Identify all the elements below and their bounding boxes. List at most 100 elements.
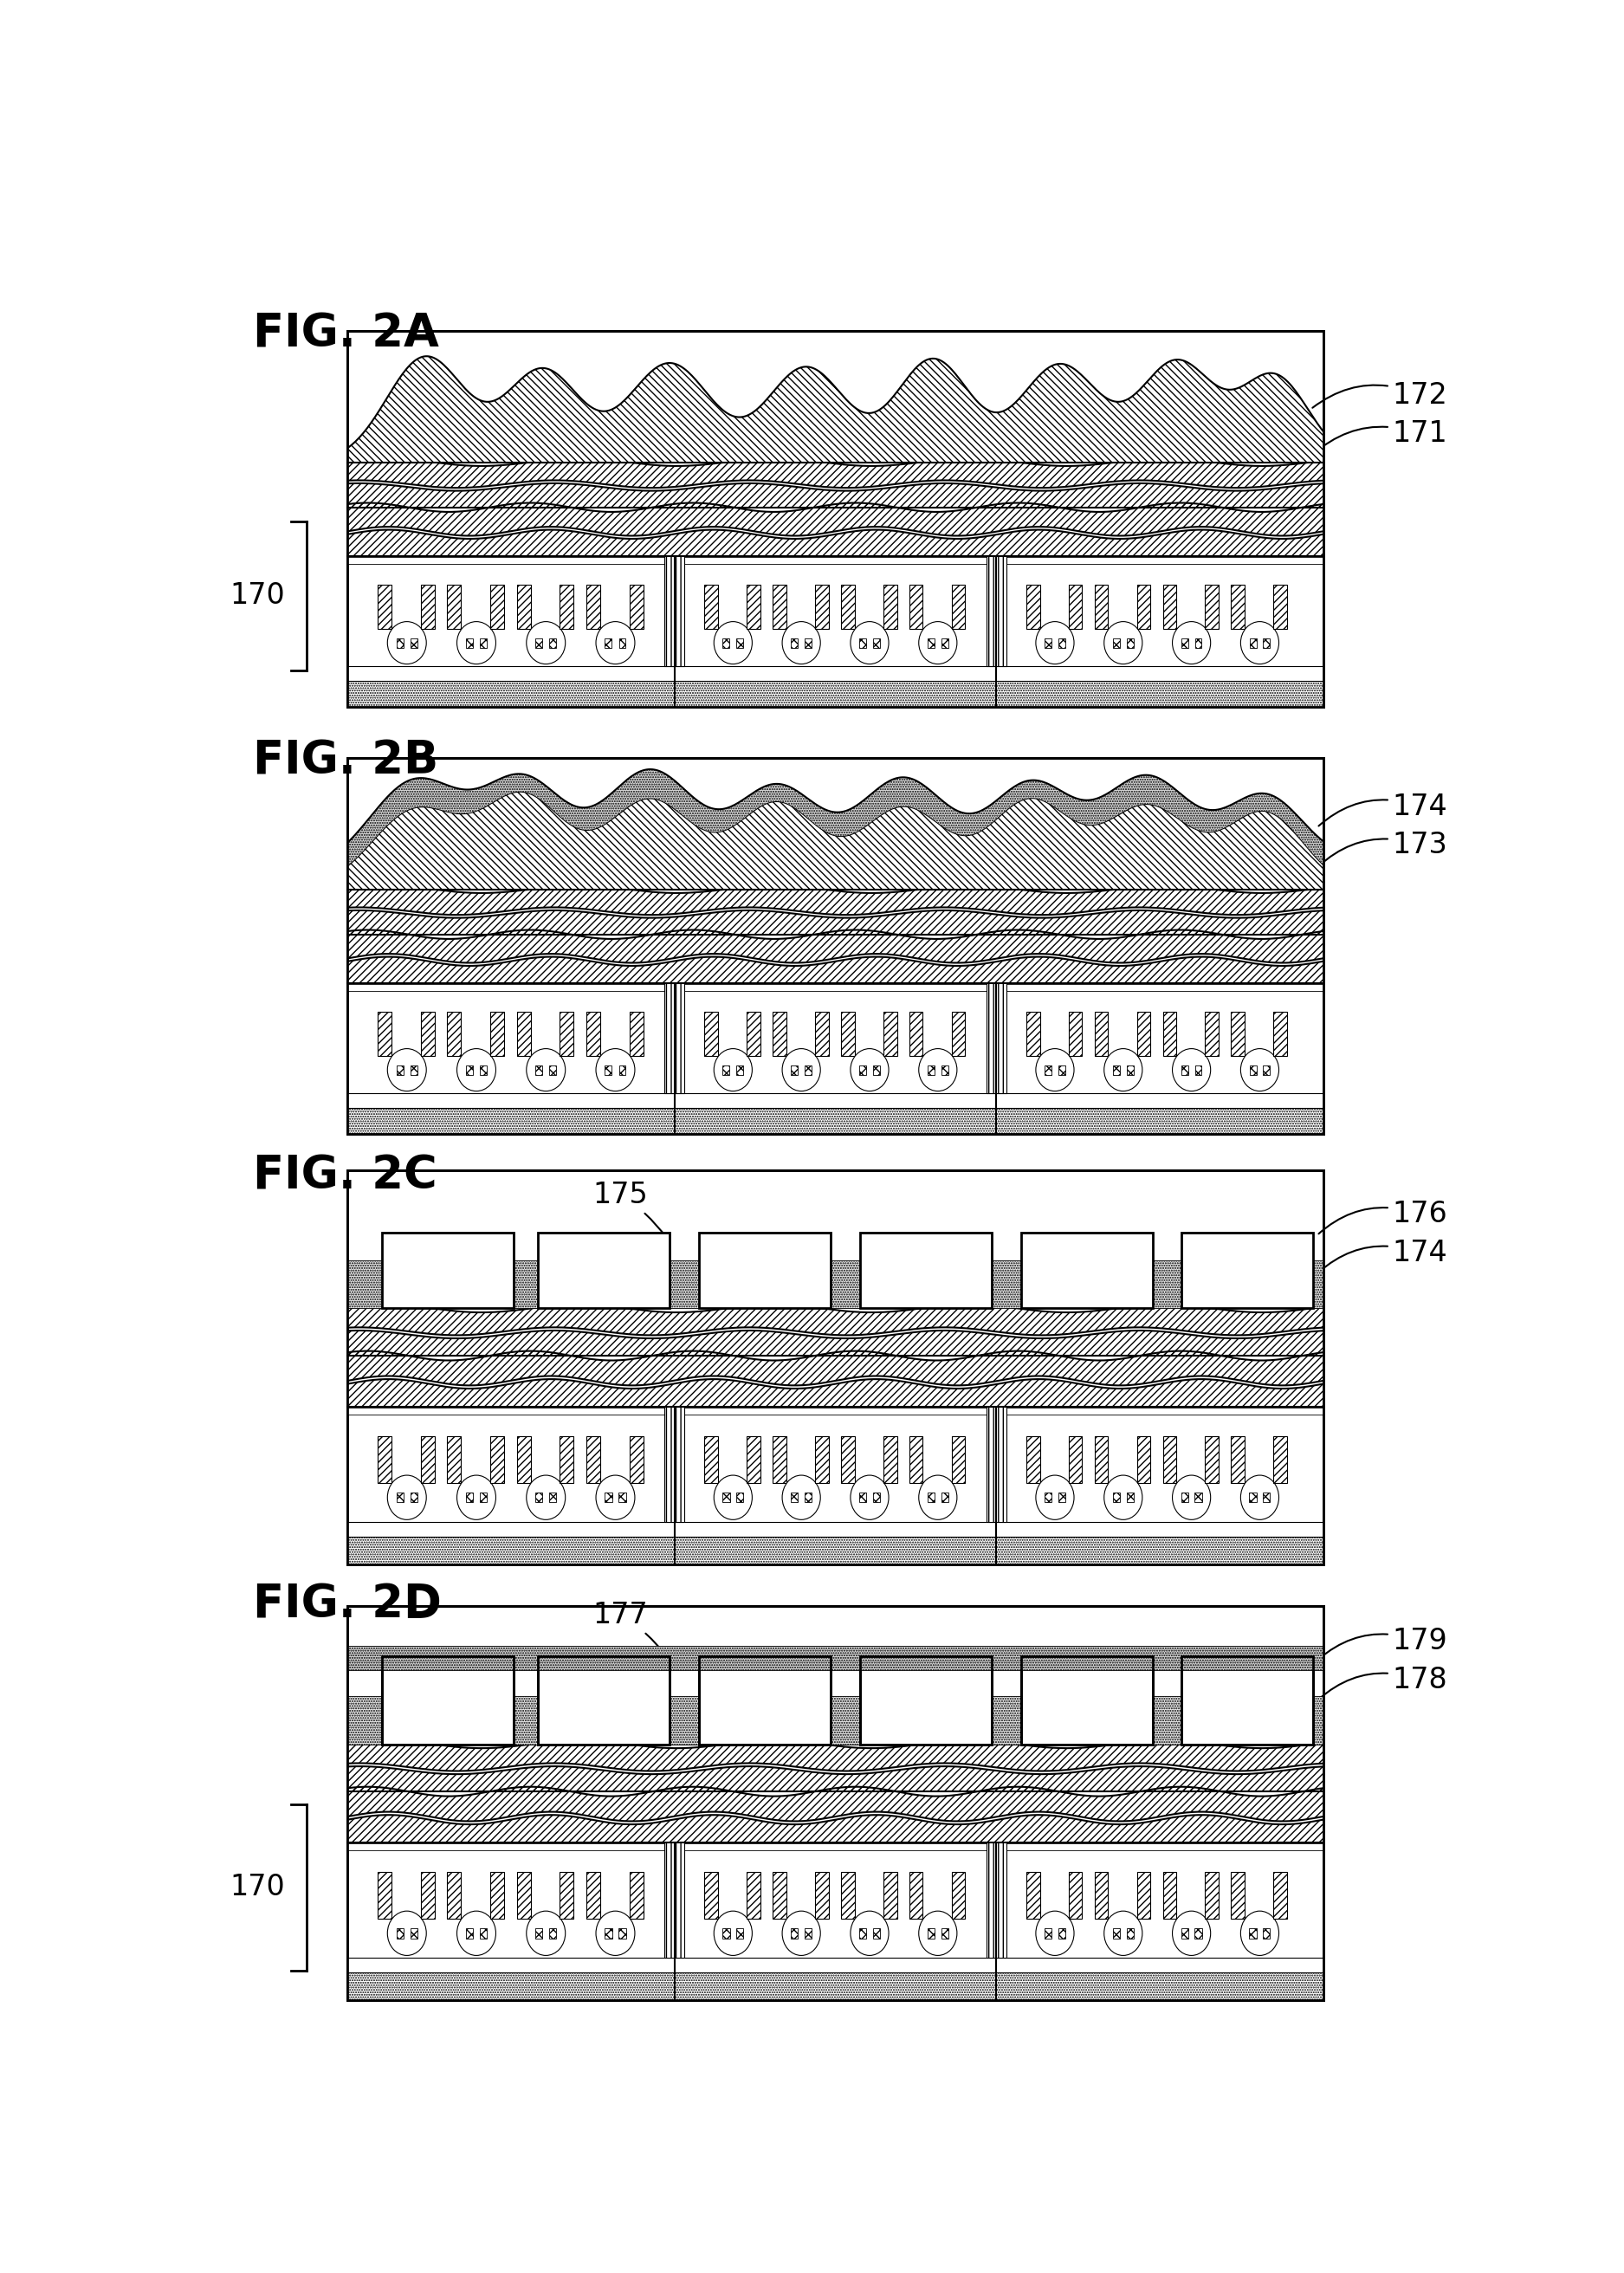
Bar: [1069, 584, 1082, 630]
Bar: [628, 1437, 643, 1482]
Ellipse shape: [1173, 1048, 1210, 1091]
Bar: [664, 1396, 684, 1523]
Bar: [348, 1171, 1324, 1564]
Bar: [421, 584, 435, 630]
Ellipse shape: [1104, 1475, 1142, 1521]
Bar: [952, 584, 965, 630]
Bar: [747, 1437, 760, 1482]
Bar: [619, 639, 625, 648]
Bar: [883, 1011, 896, 1057]
Bar: [348, 1259, 1324, 1309]
Bar: [1249, 1066, 1257, 1075]
Bar: [1263, 1066, 1270, 1075]
Bar: [791, 639, 797, 648]
Bar: [628, 584, 643, 630]
Bar: [490, 1437, 503, 1482]
Ellipse shape: [919, 1475, 957, 1521]
Bar: [1249, 639, 1257, 648]
Bar: [791, 1928, 797, 1939]
Text: 174: 174: [1319, 793, 1447, 825]
Ellipse shape: [1104, 1912, 1142, 1955]
Text: 172: 172: [1312, 382, 1447, 409]
Bar: [447, 1437, 461, 1482]
Bar: [841, 1437, 854, 1482]
Bar: [516, 1011, 531, 1057]
Bar: [1137, 1437, 1150, 1482]
Bar: [1182, 1657, 1314, 1743]
Bar: [927, 1493, 935, 1502]
Bar: [1181, 1493, 1189, 1502]
Bar: [883, 584, 896, 630]
Bar: [411, 1066, 417, 1075]
Bar: [806, 1066, 812, 1075]
Bar: [815, 1437, 828, 1482]
Text: 173: 173: [1319, 832, 1447, 866]
Bar: [1163, 1011, 1176, 1057]
Bar: [1263, 639, 1270, 648]
Bar: [664, 546, 684, 666]
Bar: [549, 1928, 557, 1939]
Bar: [698, 1232, 830, 1309]
Ellipse shape: [526, 1048, 565, 1091]
Bar: [348, 330, 1324, 707]
Bar: [736, 1928, 744, 1939]
Bar: [1273, 1011, 1288, 1057]
Bar: [859, 1493, 866, 1502]
Bar: [1182, 1232, 1314, 1309]
Bar: [490, 1011, 503, 1057]
Bar: [927, 639, 934, 648]
Ellipse shape: [526, 1912, 565, 1955]
Ellipse shape: [1173, 1912, 1210, 1955]
Bar: [619, 1066, 625, 1075]
Ellipse shape: [715, 1912, 752, 1955]
Bar: [378, 1437, 391, 1482]
Bar: [396, 1493, 403, 1502]
Bar: [1231, 1011, 1244, 1057]
Bar: [952, 1437, 965, 1482]
Bar: [604, 1493, 612, 1502]
Bar: [348, 1107, 1324, 1134]
Bar: [723, 1493, 729, 1502]
Ellipse shape: [1036, 1912, 1073, 1955]
Bar: [411, 1928, 417, 1939]
Bar: [705, 1011, 718, 1057]
Ellipse shape: [388, 1912, 427, 1955]
Ellipse shape: [851, 1912, 888, 1955]
Bar: [1249, 1928, 1257, 1939]
Bar: [859, 1668, 992, 1743]
Bar: [909, 1873, 922, 1918]
Bar: [942, 1066, 948, 1075]
Ellipse shape: [1241, 1912, 1278, 1955]
Bar: [942, 639, 948, 648]
Bar: [698, 1668, 830, 1743]
Bar: [1059, 1066, 1065, 1075]
Bar: [606, 639, 612, 648]
Ellipse shape: [596, 1475, 635, 1521]
Ellipse shape: [919, 621, 957, 664]
Bar: [1195, 1066, 1202, 1075]
Bar: [909, 1437, 922, 1482]
Bar: [736, 1066, 744, 1075]
Bar: [705, 1437, 718, 1482]
Bar: [560, 1873, 573, 1918]
Bar: [1182, 1668, 1314, 1743]
Ellipse shape: [526, 621, 565, 664]
Text: 175: 175: [593, 1182, 667, 1239]
Bar: [1021, 1668, 1153, 1743]
Bar: [479, 1066, 487, 1075]
Bar: [479, 639, 487, 648]
Bar: [1112, 1928, 1121, 1939]
Bar: [940, 1928, 948, 1939]
Bar: [421, 1873, 435, 1918]
Bar: [348, 757, 1324, 1134]
Bar: [1137, 1873, 1150, 1918]
Bar: [1021, 1232, 1153, 1309]
Bar: [1137, 1011, 1150, 1057]
Bar: [348, 1537, 1324, 1564]
Bar: [747, 1873, 760, 1918]
Bar: [1069, 1437, 1082, 1482]
Bar: [773, 1873, 786, 1918]
Ellipse shape: [456, 1475, 495, 1521]
Ellipse shape: [851, 621, 888, 664]
Ellipse shape: [1036, 621, 1073, 664]
